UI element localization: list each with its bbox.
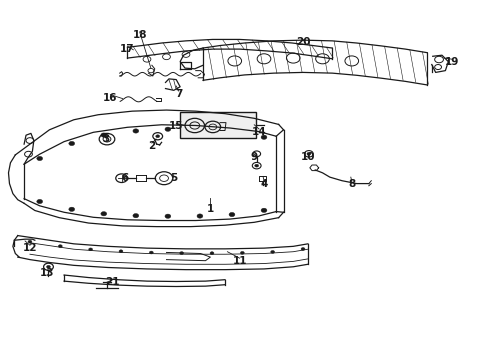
Text: 15: 15	[169, 121, 183, 131]
Circle shape	[228, 130, 234, 135]
Circle shape	[254, 164, 258, 167]
Text: 3: 3	[102, 134, 109, 144]
Circle shape	[133, 129, 139, 133]
Text: 19: 19	[444, 57, 458, 67]
Circle shape	[261, 135, 266, 139]
Text: 2: 2	[148, 141, 155, 151]
Text: 8: 8	[347, 179, 355, 189]
Text: 13: 13	[40, 268, 54, 278]
Text: 18: 18	[132, 30, 146, 40]
Circle shape	[164, 127, 170, 131]
Text: 6: 6	[121, 173, 128, 183]
Circle shape	[28, 240, 32, 243]
Circle shape	[301, 248, 305, 251]
Circle shape	[306, 152, 310, 155]
Circle shape	[101, 212, 106, 216]
Text: 11: 11	[232, 256, 246, 266]
Text: 4: 4	[260, 179, 267, 189]
Circle shape	[149, 251, 153, 254]
Circle shape	[101, 133, 106, 137]
Text: 16: 16	[103, 93, 118, 103]
Circle shape	[37, 199, 42, 204]
Circle shape	[179, 252, 183, 255]
Circle shape	[133, 213, 139, 218]
Circle shape	[37, 156, 42, 161]
Circle shape	[270, 251, 274, 253]
Circle shape	[210, 252, 214, 255]
Circle shape	[69, 207, 75, 211]
Text: 9: 9	[250, 152, 257, 162]
Text: 1: 1	[206, 204, 214, 214]
Circle shape	[240, 251, 244, 254]
Circle shape	[197, 128, 203, 132]
Text: 12: 12	[22, 243, 37, 253]
Circle shape	[164, 214, 170, 219]
Circle shape	[228, 212, 234, 217]
Circle shape	[46, 265, 50, 268]
Circle shape	[261, 208, 266, 212]
Text: 7: 7	[175, 89, 182, 99]
FancyBboxPatch shape	[180, 112, 255, 138]
Text: 14: 14	[251, 127, 266, 136]
Circle shape	[119, 250, 122, 253]
Text: 20: 20	[295, 37, 309, 47]
Circle shape	[197, 214, 203, 218]
Circle shape	[69, 141, 75, 146]
Text: 17: 17	[120, 44, 135, 54]
Text: 10: 10	[300, 152, 314, 162]
Circle shape	[88, 248, 92, 251]
Text: 21: 21	[105, 277, 120, 287]
Text: 5: 5	[170, 173, 177, 183]
Circle shape	[58, 245, 62, 248]
Circle shape	[156, 135, 159, 138]
